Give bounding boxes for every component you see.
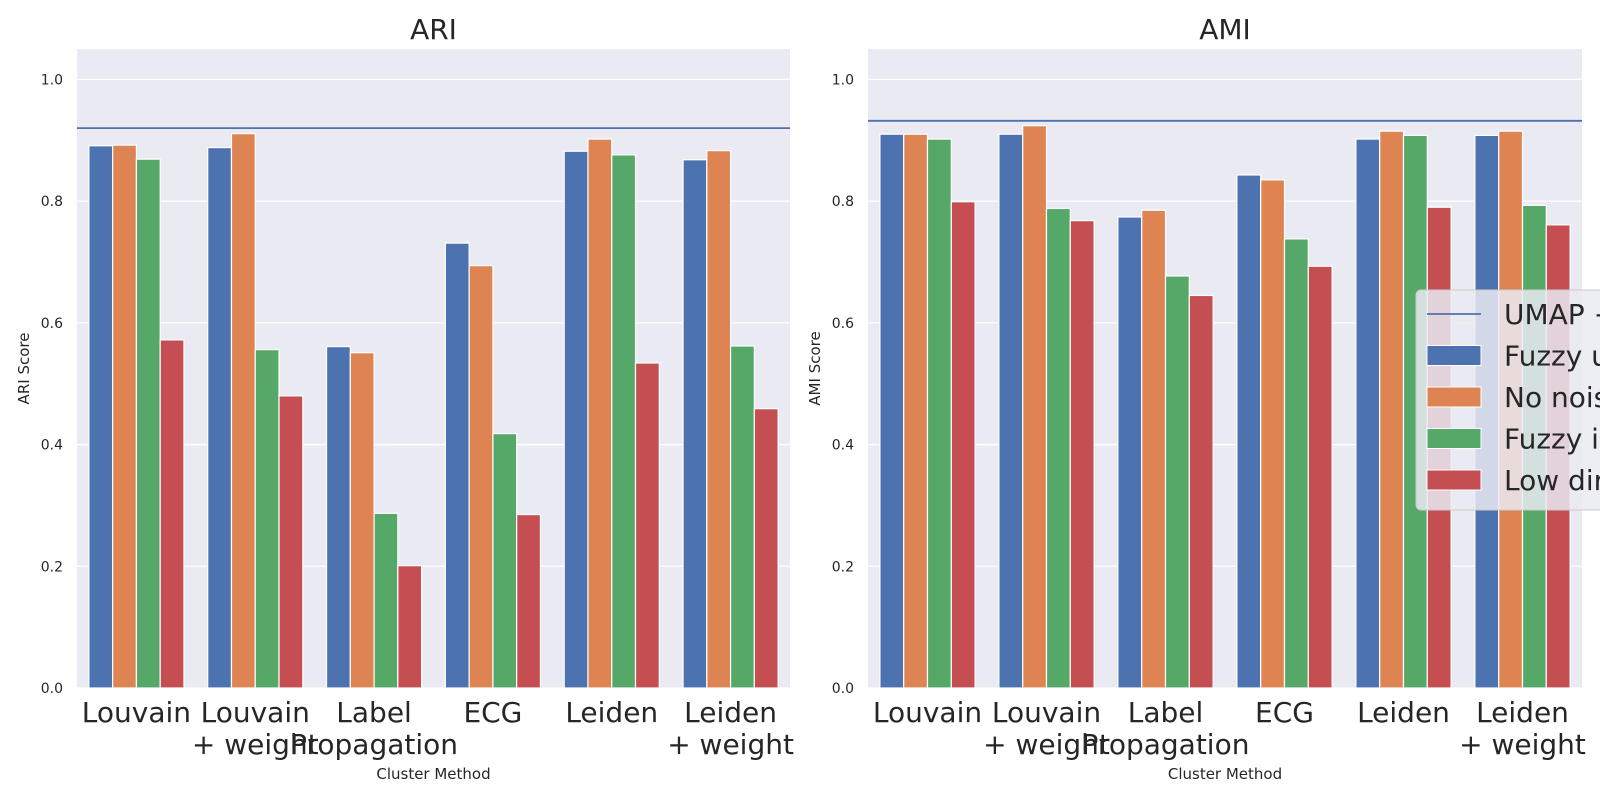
chart-title: AMI: [1199, 13, 1251, 46]
bar: [207, 146, 233, 689]
bar: [278, 395, 304, 689]
bar: [468, 265, 494, 689]
legend-label: Low dir: [1504, 464, 1600, 497]
bar: [1283, 238, 1309, 689]
bar: [1236, 174, 1262, 689]
bar: [516, 513, 542, 689]
y-tick-label: 0.4: [832, 438, 854, 454]
y-axis-label: AMI Score: [806, 331, 824, 405]
bar: [1355, 138, 1381, 689]
bar: [879, 133, 905, 689]
chart-panel-ari: 0.0 0.2 0.4 0.6 0.8 1.0 Louvain Louvain + weight…: [15, 13, 794, 783]
legend-label: Fuzzy u: [1504, 340, 1600, 373]
x-tick-label: Label Propagation: [1082, 696, 1250, 761]
x-tick-label: Leiden + weight: [667, 696, 794, 761]
y-tick-label: 0.0: [832, 681, 854, 697]
y-tick-label: 0.6: [41, 316, 63, 332]
y-tick-label: 0.4: [41, 438, 63, 454]
bar: [112, 144, 138, 689]
bar: [563, 150, 589, 689]
y-tick-label: 0.8: [41, 194, 63, 210]
bar: [373, 512, 399, 689]
x-tick-label: ECG: [463, 696, 522, 729]
x-tick-label: Leiden + weight: [1459, 696, 1586, 761]
legend-label: UMAP +: [1504, 298, 1600, 331]
plot-area: [77, 49, 790, 688]
bar: [903, 133, 929, 689]
y-tick-label: 0.6: [832, 316, 854, 332]
y-tick-label: 1.0: [41, 72, 63, 88]
bar: [682, 159, 708, 689]
x-axis-label: Cluster Method: [1168, 765, 1282, 783]
x-tick-label: Leiden: [1357, 696, 1450, 729]
bar: [1069, 220, 1095, 689]
x-tick-label: Label Propagation: [290, 696, 458, 761]
bar: [492, 433, 518, 689]
x-axis-label: Cluster Method: [376, 765, 490, 783]
y-tick-label: 0.2: [832, 559, 854, 575]
legend-swatch: [1426, 469, 1482, 491]
chart-title: ARI: [410, 13, 457, 46]
y-tick-label: 0.2: [41, 559, 63, 575]
bar: [1188, 294, 1214, 689]
bar: [1141, 209, 1167, 689]
bar: [950, 201, 976, 689]
y-tick-label: 1.0: [832, 72, 854, 88]
bar: [397, 565, 423, 689]
chart-panel-ami: 0.0 0.2 0.4 0.6 0.8 1.0 Louvain Louvain + weight…: [806, 13, 1586, 783]
bar: [230, 132, 256, 689]
y-tick-label: 0.0: [41, 681, 63, 697]
legend-swatch: [1426, 345, 1482, 366]
bar: [611, 154, 637, 689]
bar: [1022, 125, 1048, 689]
bar: [634, 362, 660, 689]
bar: [88, 145, 114, 689]
x-tick-label: Louvain: [873, 696, 982, 729]
bar: [998, 133, 1024, 689]
bar: [587, 138, 613, 689]
legend: UMAP + Fuzzy u No nois Fuzzy i Low dir: [1415, 289, 1600, 511]
bar: [1164, 275, 1190, 689]
x-tick-label: Leiden: [565, 696, 658, 729]
x-tick-label: Louvain + weight: [192, 696, 319, 761]
bar: [135, 158, 161, 689]
bar: [349, 352, 375, 689]
bar: [1379, 130, 1405, 689]
legend-label: Fuzzy i: [1504, 423, 1599, 456]
legend-label: No nois: [1504, 381, 1600, 414]
bar: [159, 339, 185, 689]
x-tick-label: Louvain: [82, 696, 191, 729]
bar: [753, 408, 779, 689]
y-tick-label: 0.8: [832, 194, 854, 210]
y-axis-label: ARI Score: [15, 333, 33, 405]
x-tick-label: Louvain + weight: [983, 696, 1110, 761]
legend-swatch: [1426, 386, 1482, 408]
bar: [706, 150, 732, 689]
bar: [926, 138, 952, 689]
bar: [729, 345, 755, 689]
bar: [325, 345, 351, 689]
bar: [254, 349, 280, 689]
x-tick-label: ECG: [1255, 696, 1314, 729]
bar: [1045, 207, 1071, 689]
bar: [1260, 179, 1286, 689]
bar: [1307, 265, 1333, 689]
bar: [1117, 216, 1143, 689]
bar: [444, 242, 470, 689]
legend-swatch: [1426, 428, 1482, 449]
